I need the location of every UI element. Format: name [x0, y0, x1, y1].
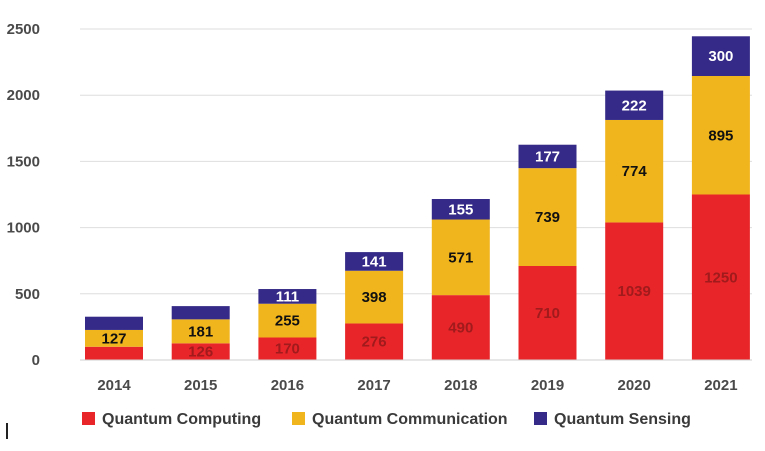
bar-segment-quantum-communication-2017 — [345, 270, 404, 324]
y-tick-label-2000: 2000 — [7, 87, 40, 104]
data-labels-layer: 127 126 181 170 255 111 276 398 141 490 571 155 710 7… — [101, 48, 737, 361]
legend: Quantum Computing Quantum Communication Qu… — [82, 411, 691, 428]
bar-segment-quantum-computing-2014 — [85, 346, 143, 360]
legend-swatch-quantum-communication — [292, 412, 305, 425]
data-label-quantum-sensing-2018: 155 — [448, 201, 473, 218]
legend-swatch-quantum-computing — [82, 412, 95, 425]
x-tick-label-2018: 2018 — [444, 377, 477, 394]
x-tick-label-2014: 2014 — [97, 377, 131, 394]
data-label-quantum-communication-2021: 895 — [708, 127, 733, 144]
bar-segment-quantum-computing-2019 — [518, 265, 577, 360]
bar-segment-quantum-sensing-2017 — [345, 252, 404, 271]
bar-segment-quantum-sensing-2019 — [518, 144, 577, 169]
data-label-quantum-computing-2017: 276 — [362, 334, 387, 351]
legend-label-quantum-sensing: Quantum Sensing — [554, 411, 691, 428]
data-label-quantum-computing-2020: 1039 — [618, 283, 651, 300]
data-label-quantum-communication-2015: 181 — [188, 323, 213, 340]
legend-swatch-quantum-sensing — [534, 412, 547, 425]
y-tick-label-500: 500 — [15, 286, 40, 303]
y-tick-label-1500: 1500 — [7, 153, 40, 170]
bar-segment-quantum-communication-2015 — [171, 319, 230, 344]
bar-segment-quantum-communication-2014 — [85, 329, 143, 347]
bar-segment-quantum-communication-2021 — [691, 76, 750, 195]
bar-segment-quantum-computing-2018 — [431, 295, 490, 360]
data-label-quantum-computing-2018: 490 — [448, 320, 473, 337]
bar-segment-quantum-computing-2015 — [171, 343, 230, 360]
legend-label-quantum-computing: Quantum Computing — [102, 411, 261, 428]
data-label-quantum-communication-2020: 774 — [622, 163, 648, 180]
x-tick-label-2015: 2015 — [184, 377, 217, 394]
axis-layer: 0 500 1000 1500 2000 2500 2014 2015 2016 2017 2018… — [7, 21, 752, 394]
x-tick-label-2016: 2016 — [271, 377, 304, 394]
bar-segment-quantum-sensing-2014 — [85, 316, 143, 330]
y-tick-label-0: 0 — [32, 352, 40, 369]
x-tick-label-2019: 2019 — [531, 377, 564, 394]
x-tick-label-2017: 2017 — [357, 377, 390, 394]
bar-segment-quantum-sensing-2020 — [605, 90, 664, 120]
data-label-quantum-computing-2021: 1250 — [704, 269, 737, 286]
bar-segment-quantum-sensing-2021 — [691, 36, 750, 77]
x-tick-label-2020: 2020 — [618, 377, 651, 394]
bars-layer — [85, 36, 750, 360]
data-label-quantum-computing-2016: 170 — [275, 341, 300, 358]
data-label-quantum-sensing-2016: 111 — [276, 288, 299, 305]
data-label-quantum-computing-2015: 126 — [188, 344, 213, 361]
data-label-quantum-communication-2014: 127 — [101, 330, 126, 347]
bar-segment-quantum-computing-2016 — [258, 337, 317, 360]
data-label-quantum-computing-2019: 710 — [535, 305, 560, 322]
bar-segment-quantum-computing-2020 — [605, 222, 664, 360]
bar-segment-quantum-communication-2018 — [431, 219, 490, 296]
bar-segment-quantum-sensing-2018 — [431, 199, 490, 220]
data-label-quantum-communication-2016: 255 — [275, 313, 300, 330]
bar-segment-quantum-computing-2021 — [691, 194, 750, 360]
text-cursor-mark — [6, 423, 8, 439]
bar-segment-quantum-sensing-2016 — [258, 289, 317, 304]
data-label-quantum-communication-2019: 739 — [535, 209, 560, 226]
data-label-quantum-communication-2017: 398 — [362, 289, 387, 306]
bar-segment-quantum-communication-2016 — [258, 303, 317, 338]
data-label-quantum-sensing-2017: 141 — [362, 253, 387, 270]
y-tick-label-1000: 1000 — [7, 220, 40, 237]
data-label-quantum-sensing-2021: 300 — [708, 48, 733, 65]
bar-segment-quantum-communication-2020 — [605, 119, 664, 223]
data-label-quantum-sensing-2019: 177 — [535, 148, 560, 165]
x-tick-label-2021: 2021 — [704, 377, 737, 394]
legend-label-quantum-communication: Quantum Communication — [312, 411, 508, 428]
bar-segment-quantum-sensing-2015 — [171, 306, 230, 320]
data-label-quantum-communication-2018: 571 — [448, 249, 473, 266]
data-label-quantum-sensing-2020: 222 — [622, 97, 647, 114]
y-tick-label-2500: 2500 — [7, 21, 40, 38]
bar-segment-quantum-computing-2017 — [345, 323, 404, 360]
bar-segment-quantum-communication-2019 — [518, 168, 577, 266]
